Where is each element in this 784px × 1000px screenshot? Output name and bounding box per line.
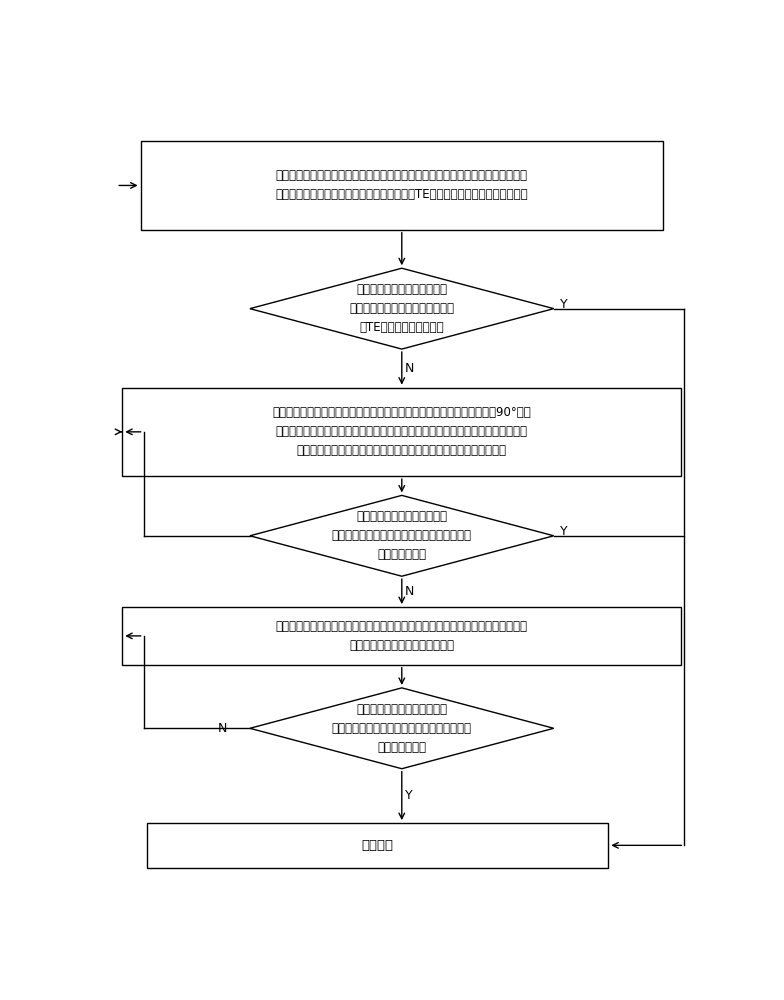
Bar [122, 607, 681, 665]
Text: 在半开口圆环腔下方预定距离平行安装一个直径大于半开口圆环腔直径的抑径板，
所述抑径板用于隔离近区环境影响: 在半开口圆环腔下方预定距离平行安装一个直径大于半开口圆环腔直径的抑径板， 所述抑… [276, 620, 528, 652]
Bar [140, 141, 663, 230]
Text: 在紧靠接地板背面的外圈，同轴层叠地安装一个或多个中心部位短路且带90°折弯
的半开口圆环腔，所述半开口圆环腔的开口向上形成高阻抗，在半开口圆环腔上，
自开口处沿: 在紧靠接地板背面的外圈，同轴层叠地安装一个或多个中心部位短路且带90°折弯 的半… [272, 406, 532, 457]
Text: 在天线的接地板上沿径向方向中心对称地安装一组金属平板，每两个金属平板之间
形成径向平板波导，所述径向平板波导用于使TE表面波在其中以截止模衰减传输: 在天线的接地板上沿径向方向中心对称地安装一组金属平板，每两个金属平板之间 形成径… [275, 169, 528, 201]
Text: N: N [218, 722, 227, 735]
Polygon shape [250, 495, 554, 576]
Polygon shape [250, 688, 554, 769]
Text: N: N [405, 362, 414, 375]
Text: Y: Y [560, 525, 568, 538]
Text: Y: Y [405, 789, 412, 802]
Text: 结束流程: 结束流程 [361, 839, 394, 852]
Text: 观测天线辐射方向图中的滚降
、前后比和后尾瓣，以此判断天线的抑制多径
的效果是否达到: 观测天线辐射方向图中的滚降 、前后比和后尾瓣，以此判断天线的抑制多径 的效果是否… [332, 703, 472, 754]
Text: Y: Y [560, 298, 568, 311]
Text: 观测天线辐射方向图中的滚降
和前后比，以此判断径向平板波导
的TE表面波衰减是否达到: 观测天线辐射方向图中的滚降 和前后比，以此判断径向平板波导 的TE表面波衰减是否… [350, 283, 454, 334]
Text: 观测天线辐射方向图中的滚降
、前后比和后尾瓣，以此判断天线的抑制多径
的效果是否达到: 观测天线辐射方向图中的滚降 、前后比和后尾瓣，以此判断天线的抑制多径 的效果是否… [332, 510, 472, 561]
Bar [122, 388, 681, 476]
Polygon shape [250, 268, 554, 349]
Bar [147, 823, 608, 868]
Text: N: N [405, 585, 414, 598]
